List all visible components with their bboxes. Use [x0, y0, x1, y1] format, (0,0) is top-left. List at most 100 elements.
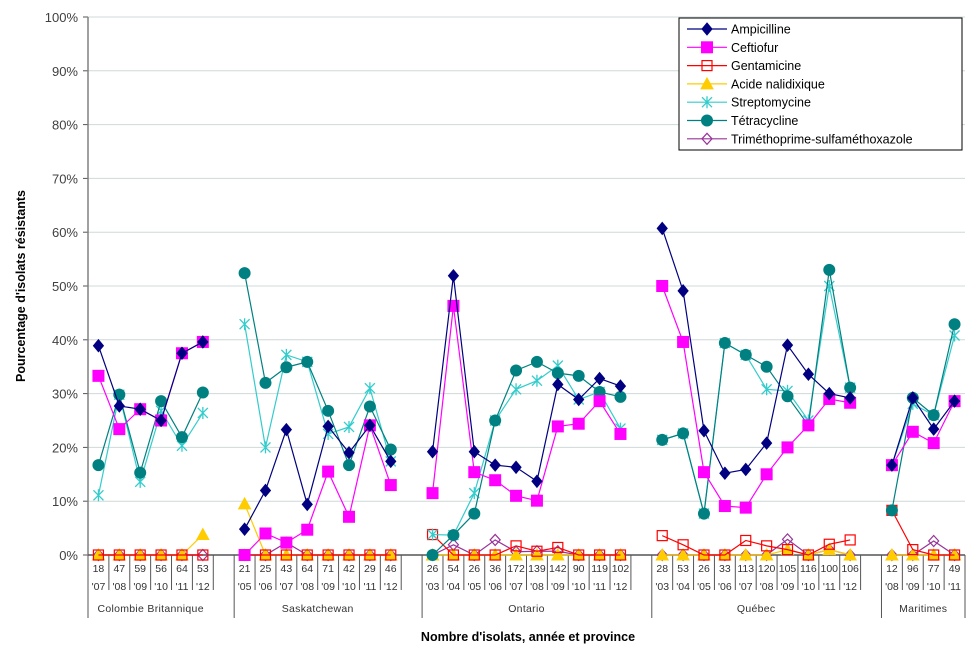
legend-marker [701, 59, 713, 72]
data-point [322, 404, 335, 417]
data-point [92, 489, 104, 502]
category-count-label: 47 [113, 563, 125, 575]
data-point [468, 466, 481, 479]
data-point [468, 549, 480, 561]
legend-marker [700, 76, 714, 90]
series-line [432, 361, 621, 556]
data-point [280, 536, 293, 549]
data-point [134, 466, 147, 479]
category-count-label: 28 [656, 563, 668, 575]
data-point [301, 355, 314, 368]
category-year-label: '08 [530, 581, 544, 593]
category-year-label: '10 [572, 581, 586, 593]
data-point [468, 507, 481, 520]
data-point [510, 383, 522, 396]
category-count-label: 96 [907, 563, 919, 575]
data-point [322, 465, 335, 478]
data-point [719, 466, 731, 481]
data-point [489, 414, 502, 427]
category-count-label: 43 [281, 563, 293, 575]
category-year-label: '05 [697, 581, 711, 593]
data-point [301, 497, 313, 512]
data-point [343, 420, 355, 433]
data-point [885, 504, 898, 517]
data-point [92, 369, 105, 382]
data-point [823, 386, 835, 401]
category-count-label: 90 [573, 563, 585, 575]
data-point [738, 547, 753, 561]
y-tick-label: 0% [59, 548, 78, 563]
legend-label: Ampicilline [731, 23, 791, 37]
series-line [662, 538, 851, 556]
data-point [573, 549, 585, 561]
category-count-label: 21 [239, 563, 251, 575]
data-point [447, 268, 460, 283]
series-Gentamicine [92, 504, 961, 561]
category-year-label: '11 [948, 581, 961, 593]
category-count-label: 71 [322, 563, 334, 575]
data-point [134, 402, 146, 416]
category-count-label: 53 [677, 563, 689, 575]
data-point [781, 390, 794, 403]
category-count-label: 119 [591, 563, 608, 575]
x-axis: 18 '07 47 '08 59 '09 56 '10 64 '11 53 '12 Colombie B… [87, 554, 966, 618]
series-line [661, 228, 851, 474]
y-tick-label: 30% [52, 387, 78, 402]
category-year-label: '09 [551, 581, 565, 593]
data-point [280, 361, 293, 374]
legend-marker [701, 114, 713, 127]
series-line [432, 364, 621, 536]
data-point [447, 549, 460, 561]
data-point [907, 544, 919, 556]
series-line [431, 275, 621, 483]
category-year-label: '10 [802, 581, 816, 593]
series-line [244, 272, 392, 467]
data-point [760, 360, 773, 373]
category-count-label: 56 [155, 563, 167, 575]
data-point [761, 540, 773, 552]
category-count-label: 105 [779, 563, 797, 575]
data-point [614, 390, 627, 403]
data-point [280, 549, 292, 561]
legend-label: Streptomycine [731, 96, 811, 110]
data-point [844, 391, 856, 405]
category-count-label: 64 [301, 563, 313, 575]
series-line [244, 424, 392, 530]
data-point [134, 549, 146, 561]
category-year-label: '09 [781, 581, 795, 593]
data-point [551, 420, 564, 433]
category-year-label: '11 [176, 581, 189, 593]
series-Acide nalidixique [91, 496, 962, 561]
data-point [677, 427, 690, 440]
data-point [697, 507, 710, 520]
legend: Ampicilline Ceftiofur Gentamicine Acide nal… [678, 17, 963, 151]
series-line [432, 539, 621, 556]
data-point [259, 483, 272, 498]
y-tick-label: 100% [45, 10, 79, 25]
category-year-label: '05 [238, 581, 252, 593]
data-point [259, 376, 272, 389]
category-year-label: '11 [363, 581, 376, 593]
data-point [364, 549, 376, 561]
data-point [823, 263, 836, 276]
category-count-label: 54 [448, 563, 460, 575]
data-point [781, 441, 794, 454]
y-tick-label: 20% [52, 440, 78, 455]
category-count-label: 18 [93, 563, 105, 575]
data-point [510, 540, 522, 552]
data-point [259, 527, 272, 540]
y-tick-label: 80% [52, 118, 78, 133]
data-point [239, 318, 251, 331]
data-point [844, 534, 856, 546]
series-line [662, 269, 851, 514]
category-year-label: '06 [718, 581, 732, 593]
data-point [238, 522, 251, 536]
category-count-label: 139 [528, 563, 546, 575]
data-point [531, 374, 543, 387]
data-point [92, 549, 105, 561]
category-year-label: '12 [384, 581, 398, 593]
data-point [92, 459, 105, 472]
legend-label: Triméthoprime-sulfaméthoxazole [731, 132, 913, 146]
data-point [928, 422, 940, 436]
data-point [593, 371, 606, 386]
